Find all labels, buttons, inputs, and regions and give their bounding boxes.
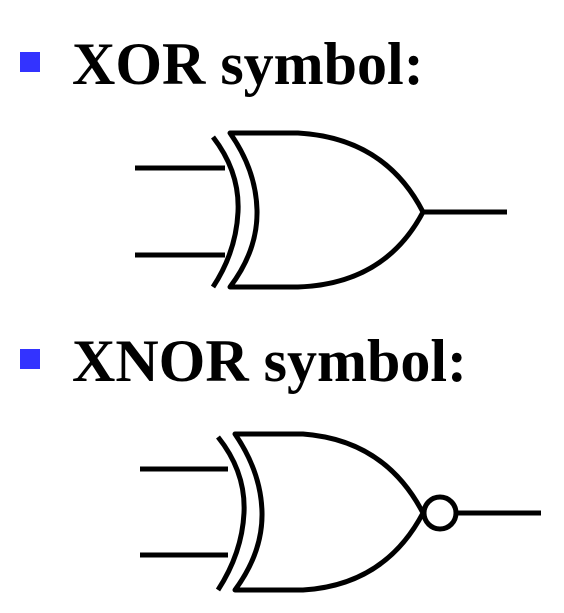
xnor-back-arc (215, 435, 247, 592)
xnor-gate-icon (140, 431, 541, 593)
bullet-icon (20, 52, 40, 72)
xor-gate-icon (135, 130, 507, 290)
xor-gate-body (227, 130, 426, 290)
bullet-icon (20, 349, 40, 369)
xnor-gate-body (232, 431, 426, 593)
xnor-heading: XNOR symbol: (72, 328, 468, 394)
xor-heading: XOR symbol: (72, 31, 424, 97)
xnor-inversion-bubble-icon (421, 494, 459, 532)
xor-back-arc (210, 135, 241, 289)
